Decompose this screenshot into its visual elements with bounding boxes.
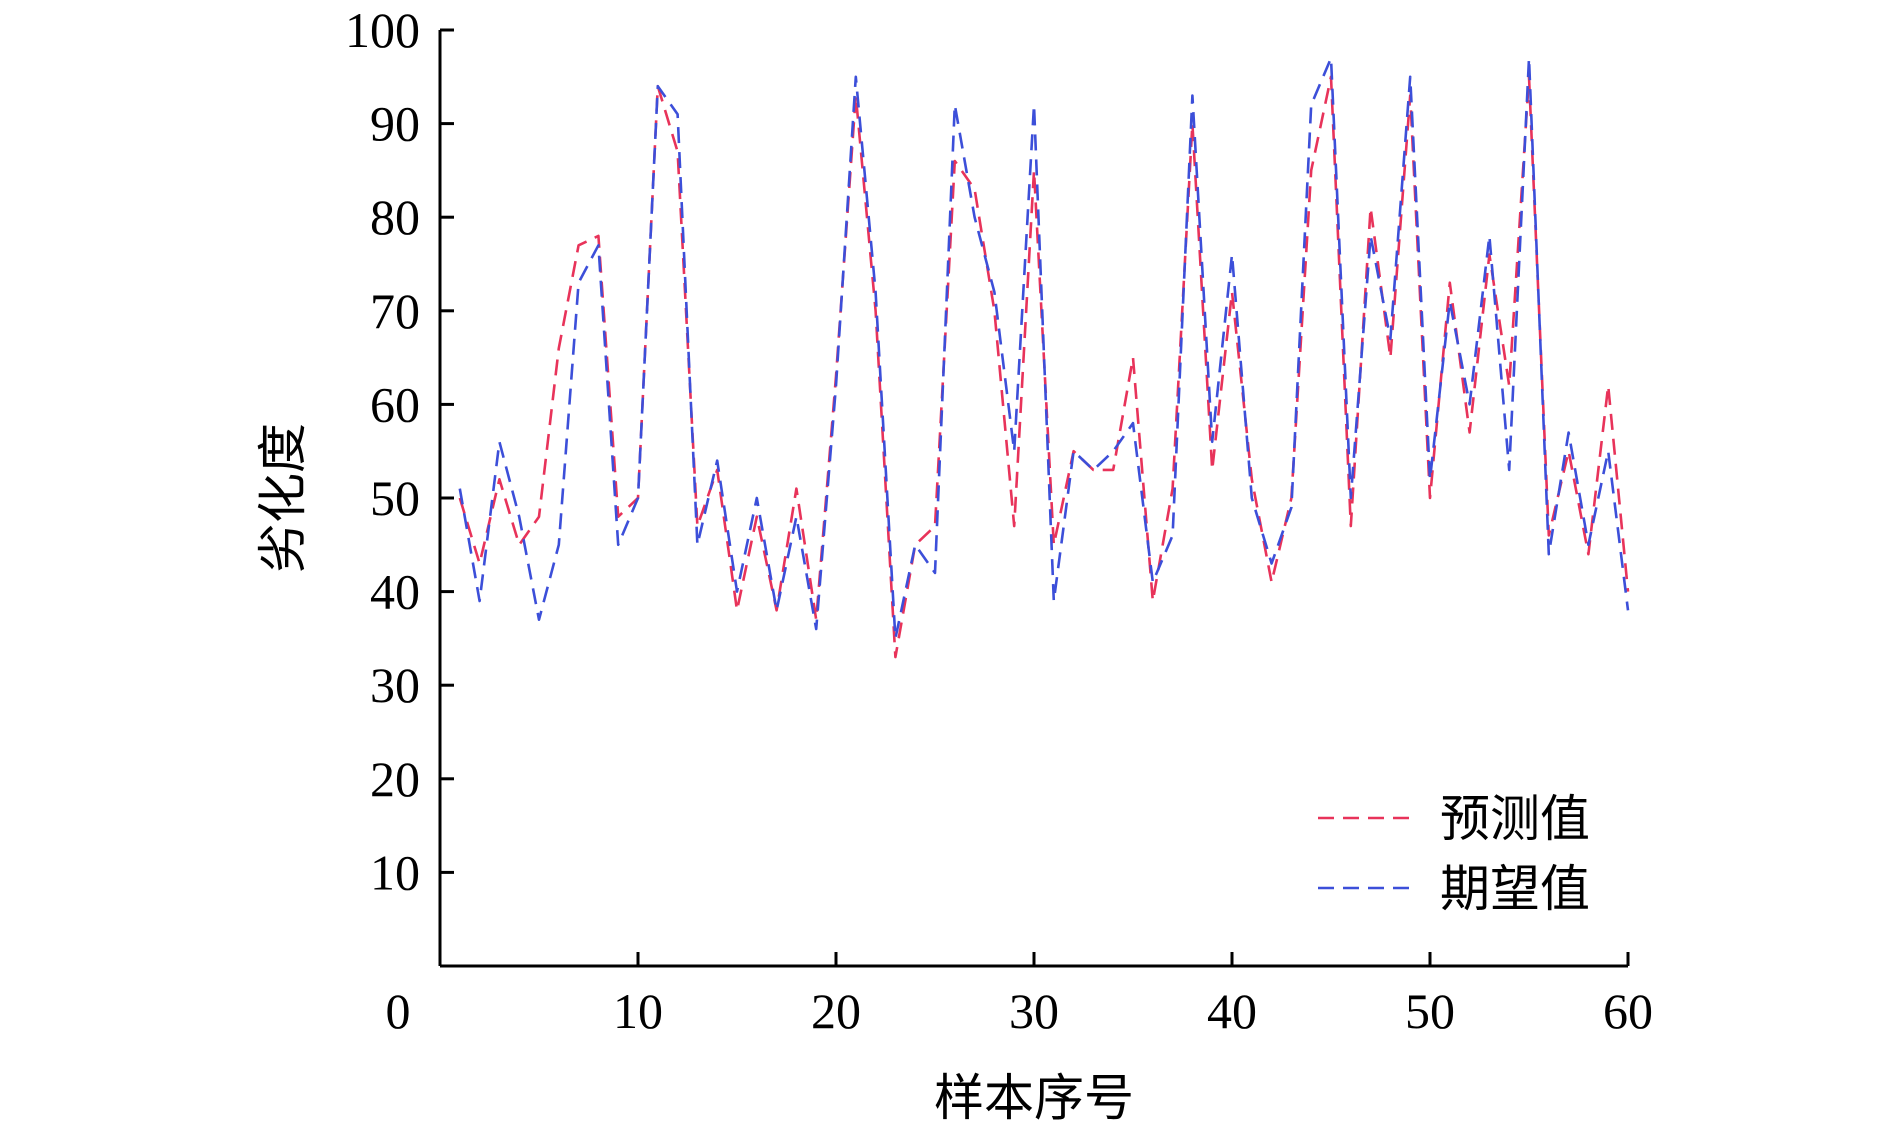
- y-tick-label: 80: [370, 189, 420, 245]
- x-tick-label: 30: [1009, 983, 1059, 1039]
- y-tick-label: 60: [370, 376, 420, 432]
- x-tick-label: 0: [386, 983, 411, 1039]
- series-layer: [458, 56, 1630, 659]
- y-tick-label: 100: [345, 2, 420, 58]
- y-tick-label: 70: [370, 283, 420, 339]
- y-tick-label: 50: [370, 470, 420, 526]
- y-tick-label: 10: [370, 844, 420, 900]
- y-tick-label: 90: [370, 96, 420, 152]
- x-tick-label: 10: [613, 983, 663, 1039]
- x-axis-label: 样本序号: [934, 1069, 1134, 1127]
- y-tick-label: 20: [370, 751, 420, 807]
- legend-label-2: 期望值: [1440, 860, 1590, 918]
- series-line-2: [458, 56, 1630, 640]
- x-tick-label: 20: [811, 983, 861, 1039]
- x-tick-label: 40: [1207, 983, 1257, 1039]
- legend-label-1: 预测值: [1440, 790, 1590, 848]
- x-tick-label: 60: [1603, 983, 1653, 1039]
- y-axis-label: 劣化度: [254, 423, 312, 573]
- x-tick-label: 50: [1405, 983, 1455, 1039]
- chart-axes: 10 20 30 40 50 60 70 80 90 100 0 10 20 30 40 50 60: [345, 2, 1653, 1039]
- y-tick-label: 40: [370, 564, 420, 620]
- y-tick-label: 30: [370, 657, 420, 713]
